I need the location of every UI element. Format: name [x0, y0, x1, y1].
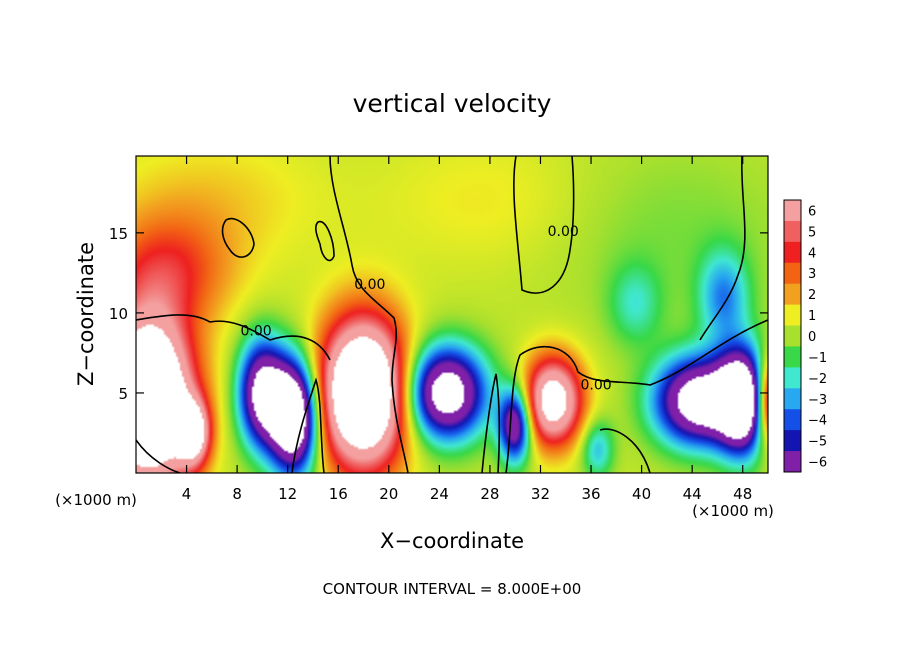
colorbar-swatch	[784, 241, 801, 264]
zero-contours	[136, 156, 768, 473]
x-tick-label: 44	[683, 485, 702, 503]
contour-interval-note: CONTOUR INTERVAL = 8.000E+00	[323, 580, 582, 598]
contour-label: 0.00	[548, 224, 579, 240]
zero-contour	[699, 156, 746, 341]
contour-labels: 0.00 0.00 0.00 0.00	[240, 224, 611, 394]
colorbar-swatch	[784, 220, 801, 243]
zero-contour	[136, 314, 331, 361]
velocity-field	[136, 156, 768, 473]
colorbar-swatch	[784, 325, 801, 347]
colorbar-label: 5	[808, 225, 816, 240]
x-tick-label: 48	[733, 485, 752, 503]
contour-label: 0.00	[354, 277, 385, 293]
zero-contour	[315, 220, 335, 262]
x-tick-label: 28	[480, 485, 499, 503]
colorbar-swatch	[784, 430, 801, 452]
contour-label: 0.00	[581, 378, 612, 394]
x-tick-label: 32	[531, 485, 550, 503]
zero-contour	[505, 319, 768, 473]
x-tick-label: 24	[430, 485, 449, 503]
colorbar-label: 3	[808, 267, 816, 282]
zero-contour	[221, 217, 255, 258]
colorbar: 6 5 4 3 2 1 0 −1 −2 −3 −4 −5 −6	[783, 199, 827, 473]
zero-contour	[136, 439, 181, 473]
colorbar-label: 4	[808, 246, 816, 261]
plot-frame	[135, 155, 769, 474]
colorbar-swatch	[784, 388, 801, 410]
x-tick-label: 8	[232, 485, 242, 503]
colorbar-label: −4	[808, 414, 827, 429]
contour-label: 0.00	[240, 323, 271, 339]
x-tick-label: 12	[278, 485, 297, 503]
zero-contour	[599, 428, 651, 473]
colorbar-label: −6	[808, 456, 827, 471]
x-axis-label: X−coordinate	[380, 529, 524, 553]
x-axis-ticks: 4 8 12 16 20 24 28 32 36 40 44 48	[182, 156, 752, 503]
colorbar-label: 0	[808, 330, 816, 345]
y-tick-label: 10	[109, 305, 128, 323]
colorbar-swatch	[784, 367, 801, 389]
colorbar-label: 1	[808, 309, 816, 324]
x-tick-label: 36	[581, 485, 600, 503]
colorbar-swatch	[784, 451, 801, 473]
x-unit-note: (×1000 m)	[55, 491, 137, 509]
colorbar-swatch	[784, 304, 801, 327]
z-unit-note: (×1000 m)	[692, 502, 774, 520]
chart-title: vertical velocity	[353, 89, 552, 118]
colorbar-label: −5	[808, 435, 827, 450]
colorbar-label: 2	[808, 288, 816, 303]
x-tick-label: 16	[329, 485, 348, 503]
x-tick-label: 20	[379, 485, 398, 503]
zero-contour	[329, 156, 409, 473]
colorbar-swatch	[784, 262, 801, 285]
colorbar-swatch	[784, 346, 801, 368]
zero-contour	[481, 373, 501, 473]
y-tick-label: 15	[109, 225, 128, 243]
colorbar-label: −2	[808, 372, 827, 387]
colorbar-swatch	[784, 200, 801, 222]
y-axis-ticks: 5 10 15	[109, 225, 768, 403]
y-tick-label: 5	[118, 385, 128, 403]
zero-contour	[513, 156, 575, 294]
colorbar-label: 6	[808, 204, 816, 219]
colorbar-label: −1	[808, 351, 827, 366]
colorbar-label: −3	[808, 393, 827, 408]
x-tick-label: 40	[632, 485, 651, 503]
plot-area: 0.000.000.000.00 4 8 12 16 20 24 28 32 36 40 44 48 …	[109, 155, 769, 503]
zero-contour	[291, 377, 325, 473]
colorbar-swatch	[784, 283, 801, 306]
colorbar-frame	[783, 199, 802, 473]
colorbar-swatch	[784, 409, 801, 431]
x-tick-label: 4	[182, 485, 192, 503]
y-axis-label: Z−coordinate	[74, 242, 98, 386]
